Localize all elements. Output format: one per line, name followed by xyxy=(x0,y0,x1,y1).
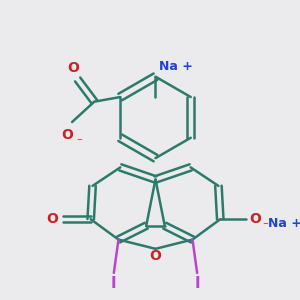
Text: O: O xyxy=(149,249,161,263)
Text: O: O xyxy=(61,128,74,142)
Text: ⁻: ⁻ xyxy=(76,137,82,147)
Text: Na +: Na + xyxy=(159,60,193,73)
Text: O: O xyxy=(250,212,261,226)
Text: I: I xyxy=(111,277,117,292)
Text: Na +: Na + xyxy=(268,217,300,230)
Text: O: O xyxy=(46,212,58,226)
Text: ⁻: ⁻ xyxy=(262,222,268,232)
Text: O: O xyxy=(67,61,79,75)
Text: I: I xyxy=(194,277,200,292)
